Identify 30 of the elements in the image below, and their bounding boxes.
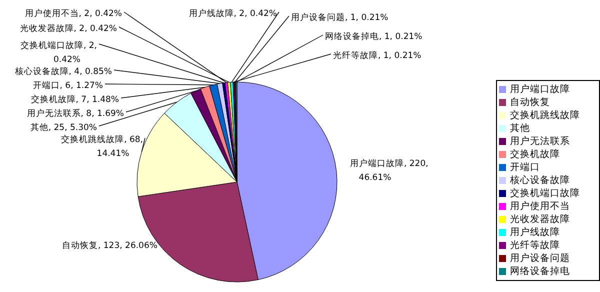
data-label: 自动恢复, 123, 26.06% — [62, 240, 158, 251]
legend-label: 光纤等故障 — [510, 240, 560, 251]
legend-label: 开端口 — [510, 162, 540, 173]
data-label: 交换机故障, 7, 1.48% — [30, 94, 119, 105]
legend-label: 用户线故障 — [510, 227, 560, 238]
legend-label: 用户端口故障 — [510, 84, 570, 95]
legend-label: 自动恢复 — [510, 97, 550, 108]
legend-label: 核心设备故障 — [510, 175, 570, 186]
data-label: 核心设备故障, 4, 0.85% — [14, 66, 112, 77]
legend-label: 光收发器故障 — [510, 214, 570, 225]
data-label: 其他, 25, 5.30% — [30, 122, 97, 133]
legend-label: 用户设备问题 — [510, 253, 570, 264]
data-label: 光纤等故障, 1, 0.21% — [333, 50, 422, 61]
data-label: 用户使用不当, 2, 0.42% — [24, 8, 122, 19]
data-label: 用户无法联系, 8, 1.69% — [26, 108, 124, 119]
legend-label: 网络设备掉电 — [510, 266, 570, 277]
legend-label: 用户使用不当 — [510, 201, 570, 212]
legend-label: 交换机故障 — [510, 149, 560, 160]
data-label: 开端口, 6, 1.27% — [32, 80, 103, 91]
data-label: 网络设备掉电, 1, 0.21% — [325, 31, 422, 42]
data-label: 用户端口故障, 220, 46.61% — [350, 158, 428, 183]
data-label: 用户线故障, 2, 0.42% — [188, 8, 277, 19]
legend-label: 其他 — [510, 123, 530, 134]
legend-label: 交换机跳线故障 — [510, 110, 580, 121]
legend-label: 交换机端口故障 — [510, 188, 580, 199]
legend-label: 用户无法联系 — [510, 136, 570, 147]
data-label: 光收发器故障, 2, 0.42% — [20, 23, 117, 34]
data-label: 交换机端口故障, 2, 0.42% — [20, 40, 97, 65]
data-label: 用户设备问题, 1, 0.21% — [291, 12, 388, 23]
data-label: 交换机跳线故障, 68, 14.41% — [61, 134, 143, 159]
